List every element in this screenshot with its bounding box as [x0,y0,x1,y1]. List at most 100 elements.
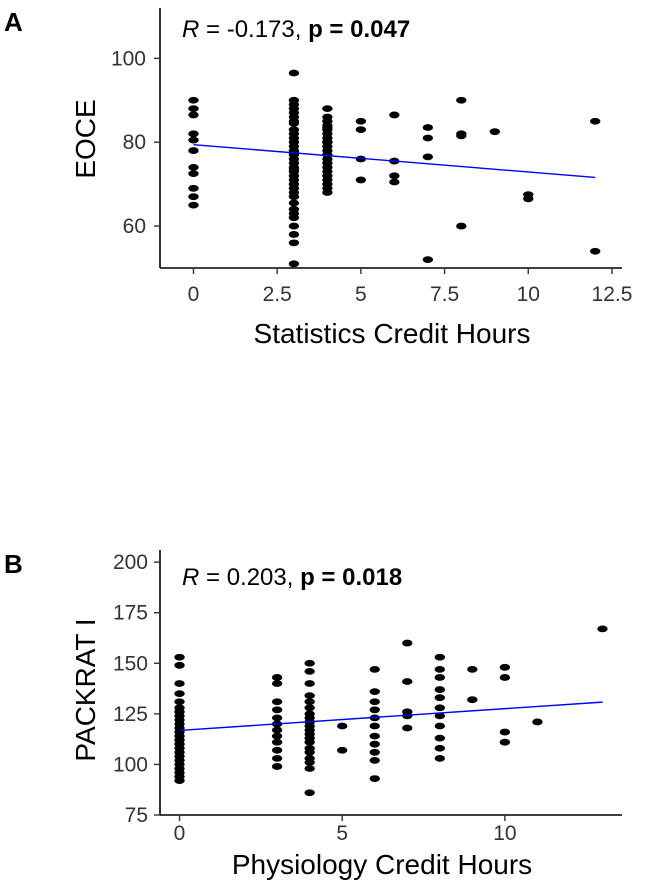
scatter-point [271,726,283,734]
scatter-point [322,124,333,131]
scatter-point [288,260,300,268]
scatter-point [499,674,511,681]
scatter-point [288,214,300,222]
scatter-point [402,678,413,685]
scatter-point [271,746,283,754]
scatter-point [304,667,315,675]
scatter-point [355,176,367,184]
scatter-point [369,740,380,748]
scatter-point [188,96,199,104]
scatter-point [271,763,283,770]
annotation-b-rvalue: = 0.203, [199,564,300,591]
scatter-point [499,738,511,746]
scatter-point [288,239,300,247]
scatter-point [402,639,413,647]
scatter-point [422,134,434,142]
scatter-point [499,663,511,671]
y-axis-title-b: PACKRAT I [70,618,101,761]
scatter-point [456,96,467,104]
scatter-point [188,136,199,144]
scatter-point [304,759,315,766]
scatter-point [355,117,367,125]
scatter-point [434,665,446,673]
y-tick-label: 125 [113,703,148,726]
x-tick-label: 12.5 [592,283,633,306]
scatter-point [188,193,199,201]
scatter-point [174,653,185,661]
scatter-point [288,199,300,207]
annotation-b: R = 0.203, p = 0.018 [182,564,402,591]
scatter-point [434,712,446,720]
y-tick-label: 200 [113,551,148,574]
x-tick-label: 5 [355,283,367,306]
scatter-point [369,722,380,730]
annotation-a-rvalue: = -0.173, [199,16,308,43]
scatter-point [434,686,446,693]
scatter-point [288,166,300,173]
scatter-point [434,674,446,681]
x-tick-label: 5 [336,822,348,845]
scatter-point [523,195,534,203]
annotation-a: R = -0.173, p = 0.047 [182,16,410,43]
scatter-point [369,706,380,714]
scatter-point [422,256,434,264]
y-tick-label: 100 [111,47,146,70]
scatter-point [434,653,446,661]
scatter-point [188,130,199,138]
scatter-point [304,748,315,756]
scatter-point [271,698,283,706]
scatter-point [304,789,315,797]
scatter-point [188,170,199,178]
scatter-point [499,728,511,736]
x-axis-title-a: Statistics Credit Hours [254,318,531,349]
x-tick-label: 10 [493,822,516,845]
scatter-point [389,178,400,186]
scatter-point [304,692,315,700]
regression-line [193,144,596,179]
scatter-point [369,665,380,673]
scatter-point [188,201,199,209]
scatter-point [271,680,283,687]
scatter-point [369,698,380,706]
scatter-point [174,698,185,706]
scatter-point [422,124,434,131]
scatter-point [271,674,283,681]
y-tick-label: 150 [113,652,148,675]
scatter-point [389,111,400,119]
scatter-point [434,734,446,742]
scatter-point [336,722,348,730]
scatter-point [434,704,446,712]
scatter-point [304,680,315,687]
y-tick-label: 100 [113,753,148,776]
scatter-point [369,732,380,740]
scatter-point [467,696,478,704]
y-axis-title-a: EOCE [70,99,101,178]
y-tick-label: 80 [123,131,146,154]
scatter-point [304,765,315,772]
annotation-b-p: p = 0.018 [300,564,402,591]
scatter-point [456,132,467,140]
panel-a: A R = -0.173, p = 0.047 Statistics Credi… [4,7,632,349]
scatter-point [434,744,446,752]
x-tick-label: 2.5 [263,283,292,306]
x-tick-label: 0 [188,283,200,306]
scatter-point [532,718,543,726]
panel-letter-b: B [4,549,23,579]
scatter-point [288,222,300,230]
scatter-point [174,661,185,669]
scatter-point [288,69,300,77]
scatter-point [456,222,467,230]
panel-letter-a: A [4,7,23,37]
scatter-point [467,665,478,673]
scatter-point [271,738,283,746]
scatter-point [434,694,446,702]
scatter-point [271,754,283,762]
y-tick-label: 60 [123,215,146,238]
scatter-point [288,193,300,201]
scatter-point [174,680,185,687]
annotation-b-r: R [182,564,199,591]
scatter-point [188,184,199,192]
x-axis-title-b: Physiology Credit Hours [232,849,532,880]
scatter-point [489,128,500,136]
